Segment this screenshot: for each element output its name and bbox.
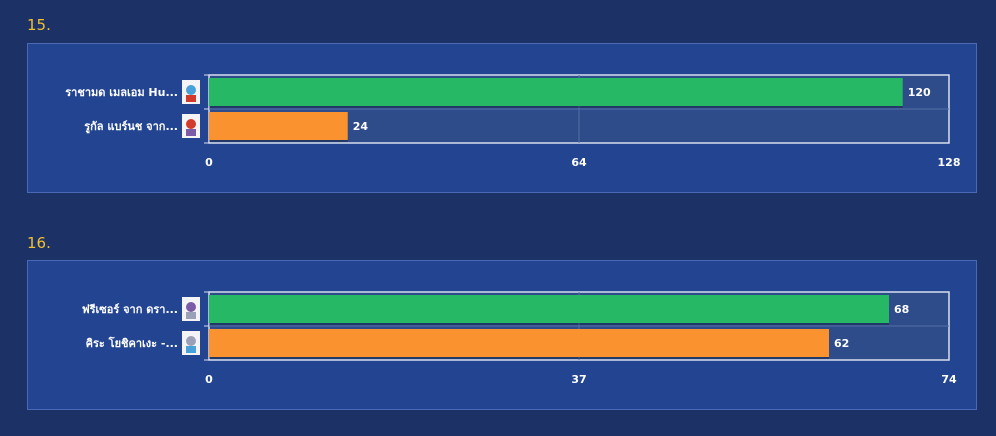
category-label: ราชามด เมลเอม Hu... [65,86,178,99]
category-label: ฟรีเซอร์ จาก ดรา... [82,303,178,316]
character-thumbnail-icon [182,114,200,138]
x-tick-label: 128 [938,156,961,169]
bar [209,295,889,323]
x-tick-label: 64 [571,156,587,169]
bar [209,329,829,357]
character-thumbnail-icon [182,331,200,355]
character-thumbnail-icon [182,80,200,104]
value-label: 24 [353,120,369,133]
value-label: 62 [834,337,849,350]
chart-panel-16: 68 ฟรีเซอร์ จาก ดรา... 62 คิระ โยชิคาเงะ -.… [27,260,977,410]
x-tick-label: 0 [205,373,213,386]
value-label: 68 [894,303,909,316]
chart-panel-15: 120 ราชามด เมลเอม Hu... 24 รูกัล แบร์นช จาก… [27,43,977,193]
x-tick-label: 0 [205,156,213,169]
bar-chart-16: 68 ฟรีเซอร์ จาก ดรา... 62 คิระ โยชิคาเงะ -.… [82,291,957,386]
x-tick-label: 37 [571,373,586,386]
value-label: 120 [908,86,931,99]
chart-number-15: 15. [27,16,51,34]
x-tick-label: 74 [941,373,957,386]
bar [209,112,348,140]
bar-chart-15: 120 ราชามด เมลเอม Hu... 24 รูกัล แบร์นช จาก… [65,74,961,169]
category-label: รูกัล แบร์นช จาก... [84,120,178,134]
category-label: คิระ โยชิคาเงะ -... [86,336,178,350]
character-thumbnail-icon [182,297,200,321]
chart-number-16: 16. [27,234,51,252]
bar [209,78,903,106]
